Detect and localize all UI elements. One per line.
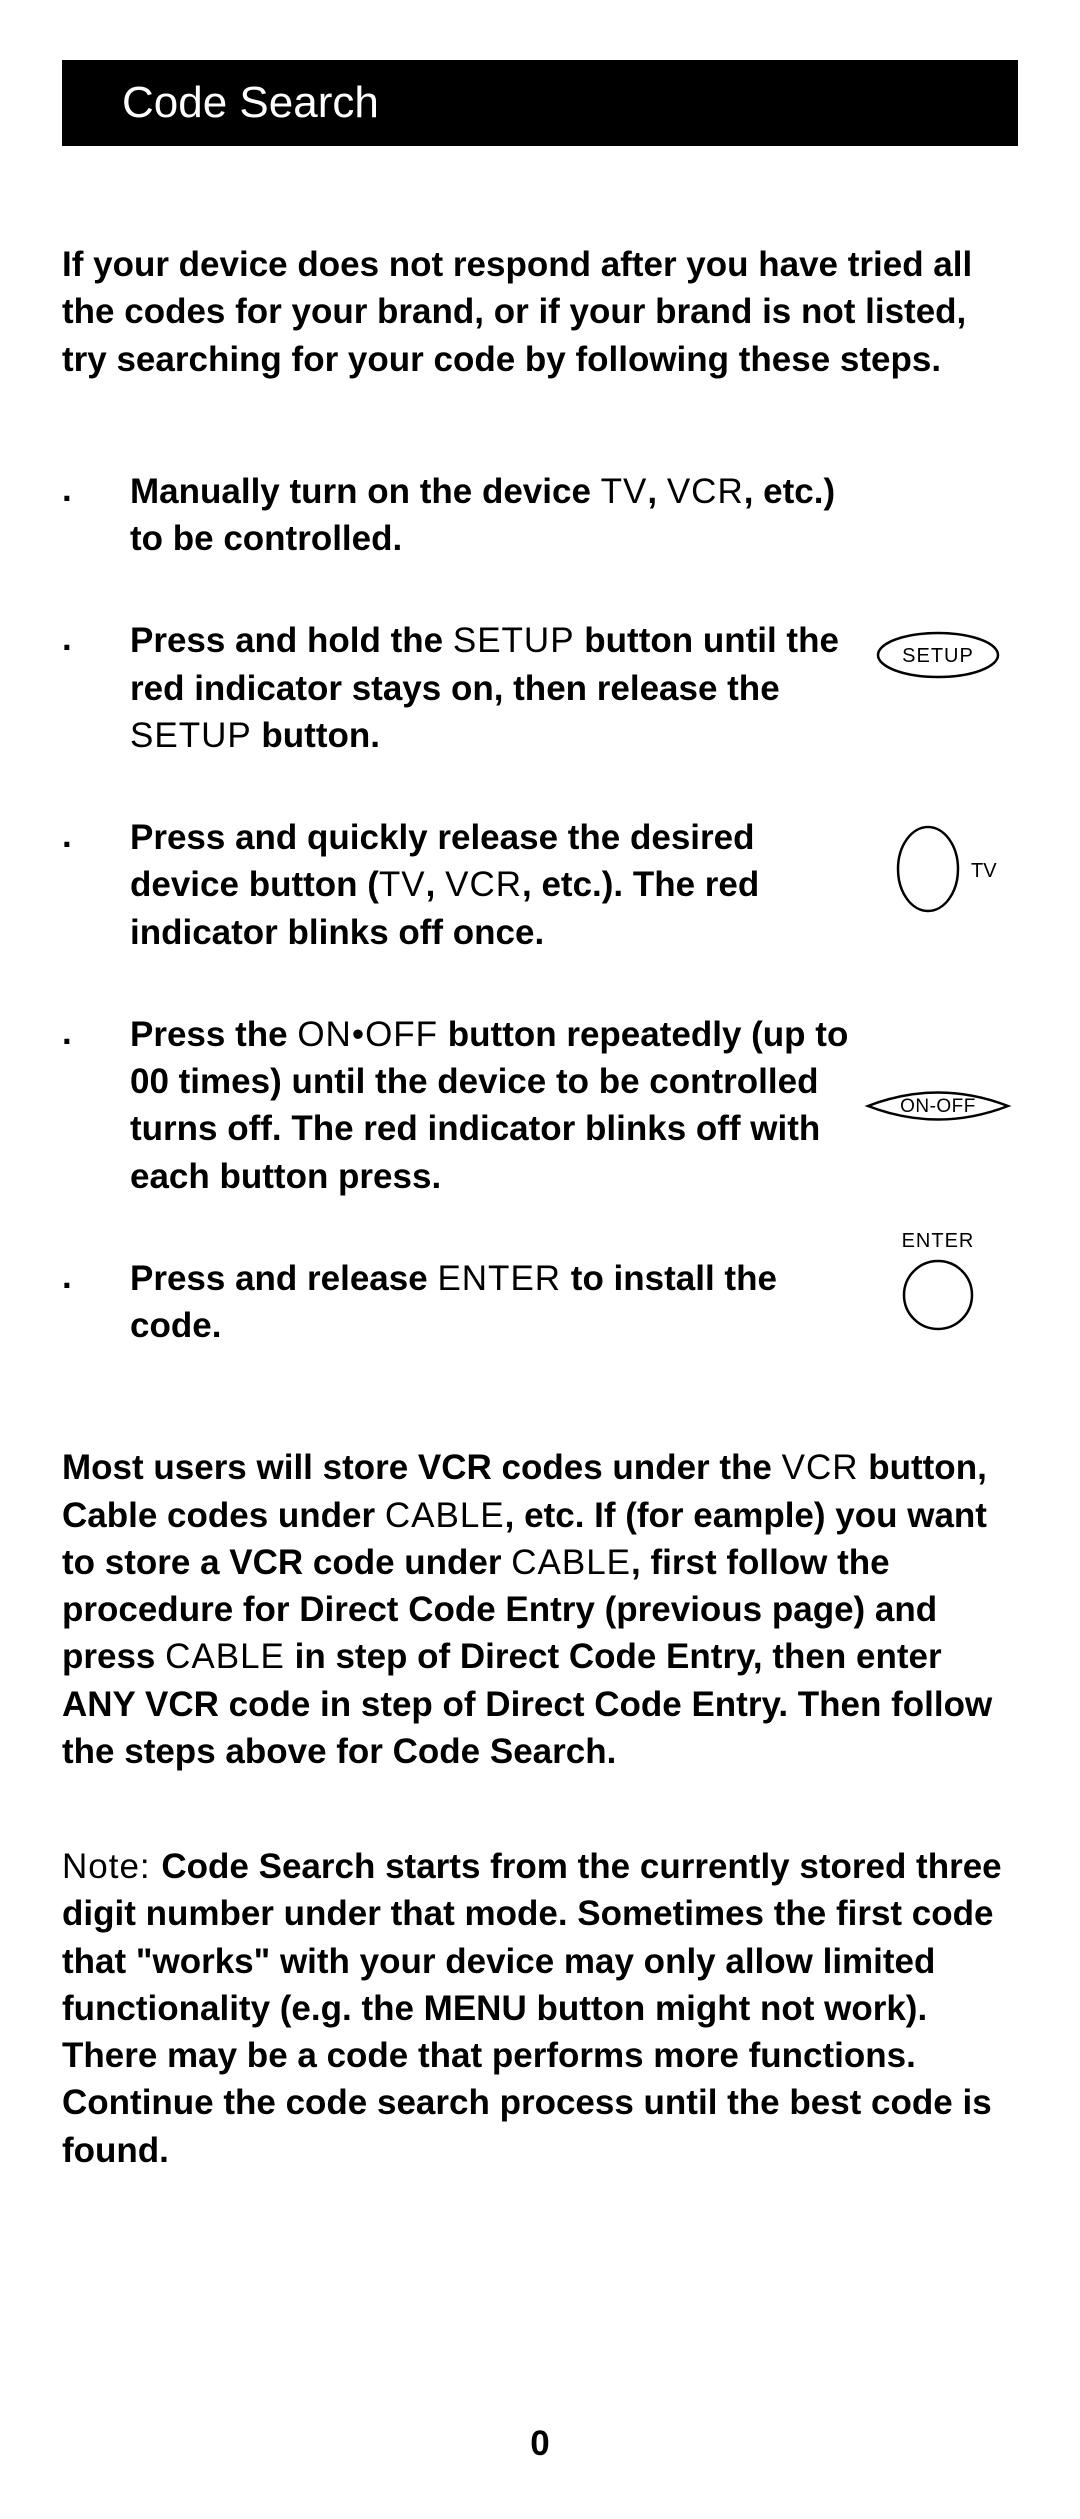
step-item: . Press and release ENTER to install the… xyxy=(62,1255,1018,1350)
step-text: Manually turn on the device TV, VCR, etc… xyxy=(130,468,1018,563)
step-bullet: . xyxy=(62,1255,130,1297)
step-bullet: . xyxy=(62,1011,130,1053)
tv-button-icon: TV xyxy=(858,814,1018,917)
svg-text:SETUP: SETUP xyxy=(902,645,974,667)
steps-list: . Manually turn on the device TV, VCR, e… xyxy=(62,468,1018,1350)
step-text: Press the ON•OFF button repeatedly (up t… xyxy=(130,1011,858,1200)
enter-button-icon: ENTER xyxy=(858,1225,1018,1335)
step-bullet: . xyxy=(62,617,130,659)
section-title: Code Search xyxy=(62,60,1018,146)
step-text: Press and quickly release the desired de… xyxy=(130,814,858,956)
svg-text:ON-OFF: ON-OFF xyxy=(900,1096,976,1117)
onoff-button-icon: ON-OFF xyxy=(858,1011,1018,1141)
step-text: Press and hold the SETUP button until th… xyxy=(130,617,858,759)
step-bullet: . xyxy=(62,468,130,510)
step-item: . Press the ON•OFF button repeatedly (up… xyxy=(62,1011,1018,1200)
note-paragraph-2: Note: Code Search starts from the curren… xyxy=(62,1843,1018,2174)
page-number: 0 xyxy=(0,2424,1080,2464)
note-paragraph-1: Most users will store VCR codes under th… xyxy=(62,1444,1018,1775)
step-item: . Press and hold the SETUP button until … xyxy=(62,617,1018,759)
step-text: Press and release ENTER to install the c… xyxy=(130,1255,858,1350)
step-item: . Press and quickly release the desired … xyxy=(62,814,1018,956)
svg-text:TV: TV xyxy=(971,860,997,882)
svg-text:ENTER: ENTER xyxy=(902,1230,975,1252)
setup-button-icon: SETUP xyxy=(858,617,1018,685)
intro-paragraph: If your device does not respond after yo… xyxy=(62,241,1018,383)
step-item: . Manually turn on the device TV, VCR, e… xyxy=(62,468,1018,563)
step-bullet: . xyxy=(62,814,130,856)
